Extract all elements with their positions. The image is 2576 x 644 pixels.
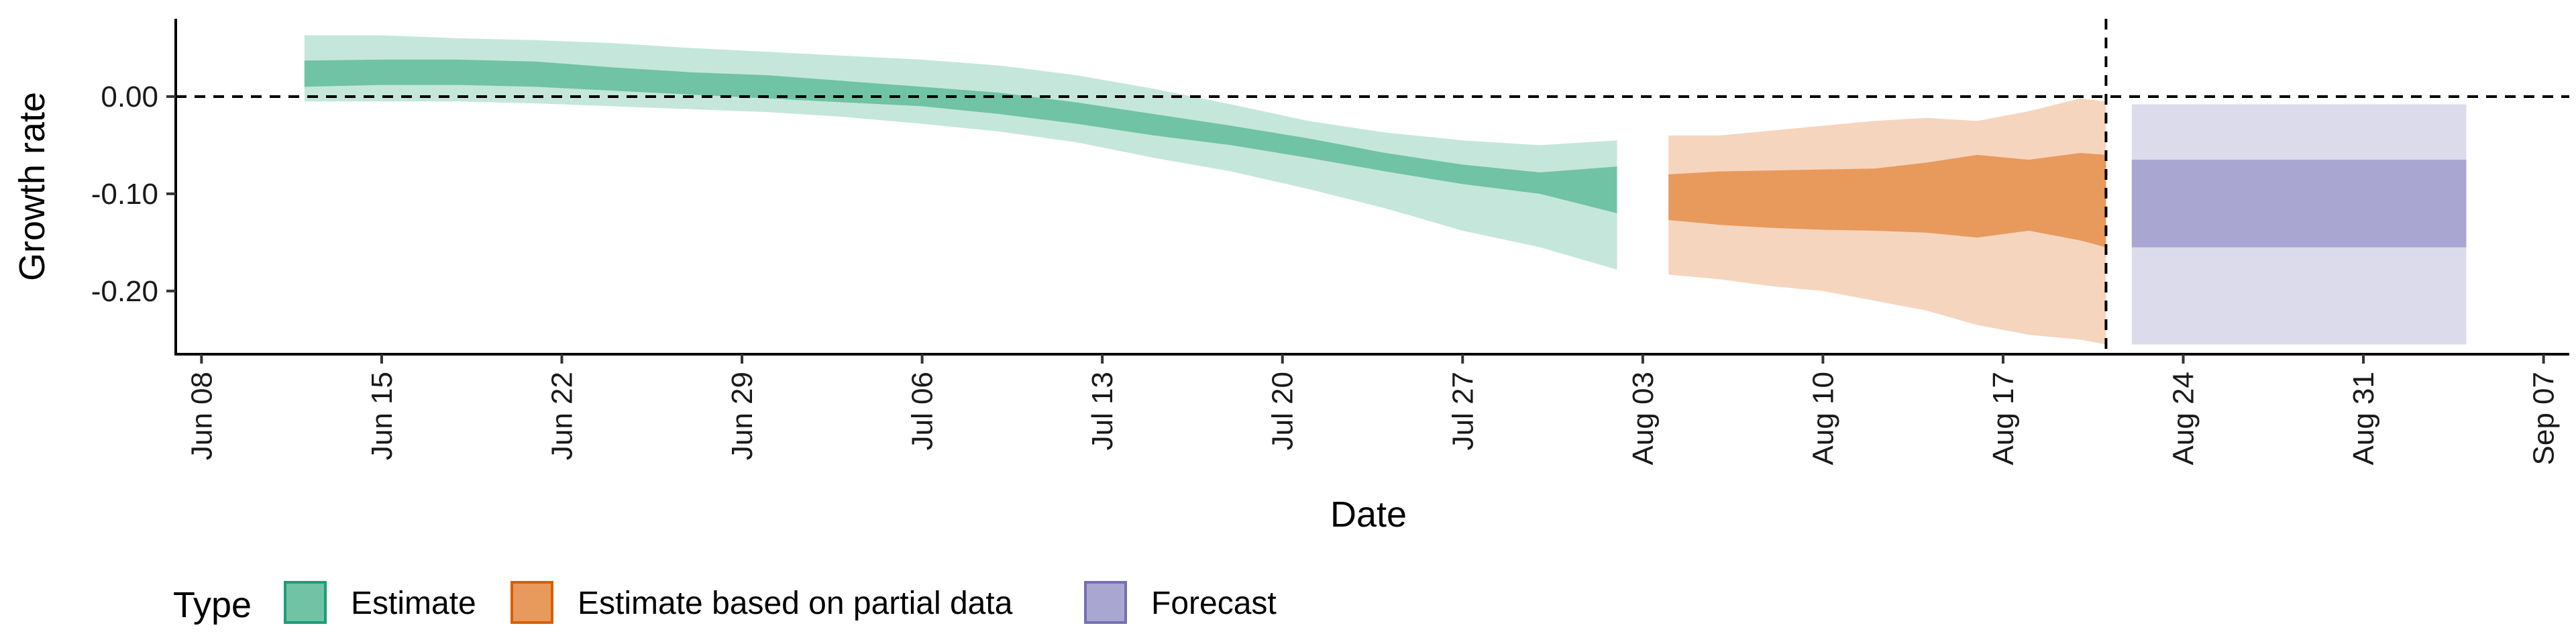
x-tick-label: Aug 17 — [1987, 372, 2020, 465]
estimate-inner-band — [304, 59, 1617, 213]
x-axis-title: Date — [1330, 494, 1407, 535]
estimate-based-on-partial-data-inner-band — [1668, 153, 2106, 248]
x-tick-label: Sep 07 — [2528, 372, 2561, 465]
legend: Type Estimate Estimate based on partial d… — [173, 581, 1277, 625]
legend-swatch — [1084, 581, 1127, 624]
x-tick-label: Aug 31 — [2347, 372, 2380, 465]
legend-items: Estimate Estimate based on partial data Fo… — [284, 581, 1277, 624]
x-axis-ticks: Jun 08 Jun 15 Jun 22 Jun 29 Jul 06 Jul 13 Jul … — [185, 354, 2561, 465]
y-tick-label: -0.10 — [91, 178, 158, 211]
x-tick-label: Jul 20 — [1267, 372, 1299, 450]
x-tick-label: Jun 08 — [185, 372, 218, 460]
x-tick-label: Jul 27 — [1446, 372, 1479, 450]
x-tick-label: Jul 06 — [906, 372, 939, 450]
legend-item-forecast: Forecast — [1084, 581, 1277, 624]
x-tick-label: Aug 24 — [2167, 372, 2200, 465]
y-tick-label: 0.00 — [101, 80, 158, 113]
reference-lines — [176, 19, 2569, 354]
estimate-outer-band — [304, 35, 1617, 270]
x-tick-label: Jun 29 — [726, 372, 759, 460]
y-tick-label: -0.20 — [91, 275, 158, 308]
legend-swatch — [511, 581, 553, 624]
x-tick-label: Jul 13 — [1086, 372, 1119, 450]
uncertainty-bands — [304, 35, 2467, 345]
plot-area — [176, 19, 2569, 354]
legend-item-estimate-based-on-partial-data: Estimate based on partial data — [511, 581, 1013, 624]
x-tick-label: Jun 15 — [366, 372, 398, 460]
x-tick-label: Jun 22 — [546, 372, 579, 460]
axes: 0.00-0.10-0.20 Jun 08 Jun 15 Jun 22 Jun 29 J… — [91, 19, 2569, 465]
legend-swatch — [284, 581, 327, 624]
legend-label: Estimate based on partial data — [578, 586, 1013, 621]
forecast-inner-band — [2131, 160, 2467, 248]
legend-label: Forecast — [1151, 586, 1277, 621]
x-tick-label: Aug 03 — [1627, 372, 1660, 465]
x-tick-label: Aug 10 — [1807, 372, 1839, 465]
legend-item-estimate: Estimate — [284, 581, 476, 624]
y-axis-ticks: 0.00 -0.10 -0.20 — [91, 80, 176, 308]
legend-label: Estimate — [351, 586, 476, 621]
legend-title: Type — [173, 585, 252, 625]
y-axis-title: Growth rate — [12, 92, 52, 281]
